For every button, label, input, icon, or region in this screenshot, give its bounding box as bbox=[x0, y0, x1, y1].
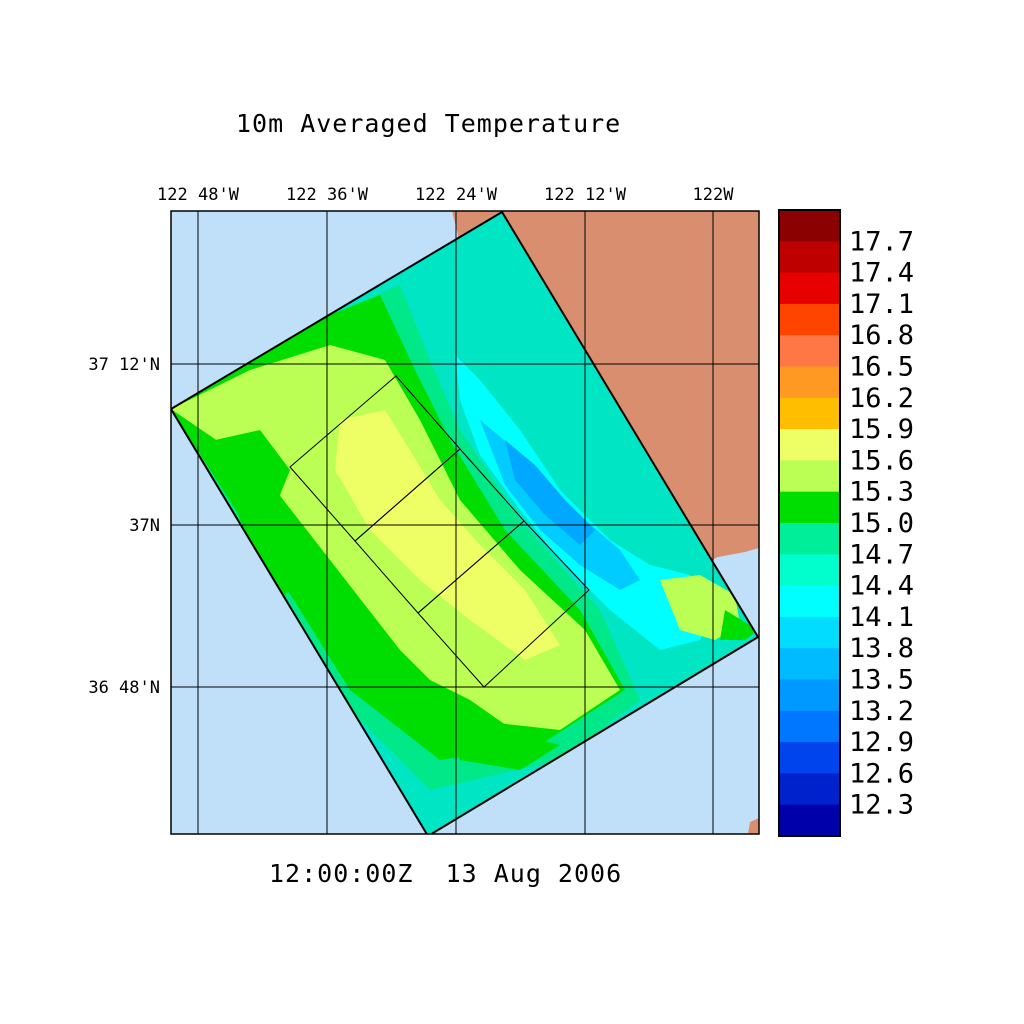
colorbar: 17.717.417.116.816.516.215.915.615.315.0… bbox=[778, 209, 914, 837]
colorbar-swatch bbox=[779, 710, 840, 743]
colorbar-swatch bbox=[779, 679, 840, 712]
colorbar-label: 12.3 bbox=[849, 790, 914, 821]
contour-band-15.3-east bbox=[660, 575, 740, 640]
contour-band-15.9 bbox=[335, 410, 560, 660]
latitude-axis-labels: 37 12'N 37N 36 48'N bbox=[88, 355, 160, 698]
lat-label: 36 48'N bbox=[88, 678, 160, 698]
nested-grid-outlines bbox=[289, 375, 590, 688]
timestamp-label: 12:00:00Z 13 Aug 2006 bbox=[269, 859, 622, 888]
colorbar-swatch bbox=[779, 397, 840, 430]
colorbar-swatch bbox=[779, 366, 840, 399]
lon-label: 122 24'W bbox=[415, 185, 498, 205]
colorbar-swatch bbox=[779, 460, 840, 493]
chart-title: 10m Averaged Temperature bbox=[236, 109, 621, 138]
domain-border bbox=[171, 211, 759, 834]
lon-label: 122 36'W bbox=[286, 185, 369, 205]
colorbar-swatch bbox=[779, 523, 840, 555]
colorbar-label: 16.2 bbox=[849, 383, 914, 414]
contour-band-15.0-east bbox=[720, 610, 758, 640]
colorbar-swatch bbox=[779, 210, 840, 242]
contour-band-14.1 bbox=[455, 355, 720, 650]
colorbar-label: 15.3 bbox=[849, 477, 914, 508]
colorbar-label: 12.6 bbox=[849, 758, 914, 789]
graticule bbox=[171, 211, 759, 834]
colorbar-swatch bbox=[779, 272, 840, 305]
colorbar-label: 16.5 bbox=[849, 352, 914, 383]
colorbar-swatch bbox=[779, 429, 840, 461]
model-domain bbox=[171, 212, 758, 834]
colorbar-swatch bbox=[779, 335, 840, 368]
colorbar-swatch bbox=[779, 491, 840, 524]
colorbar-label: 17.1 bbox=[849, 289, 914, 320]
colorbar-label: 15.9 bbox=[849, 414, 914, 445]
colorbar-label: 14.7 bbox=[849, 539, 914, 570]
map-panel bbox=[171, 211, 759, 834]
colorbar-label: 17.4 bbox=[849, 258, 914, 289]
colorbar-swatch bbox=[779, 742, 840, 774]
lon-label: 122 48'W bbox=[157, 185, 240, 205]
lon-label: 122 12'W bbox=[544, 185, 627, 205]
colorbar-swatch bbox=[779, 241, 840, 274]
contour-band-13.5 bbox=[505, 440, 595, 545]
longitude-axis-labels: 122 48'W 122 36'W 122 24'W 122 12'W 122W bbox=[157, 185, 734, 205]
contour-band-15.0-south bbox=[430, 680, 560, 770]
lon-label: 122W bbox=[693, 185, 735, 205]
colorbar-label: 13.2 bbox=[849, 696, 914, 727]
colorbar-label: 14.4 bbox=[849, 571, 914, 602]
colorbar-label: 17.7 bbox=[849, 226, 914, 257]
colorbar-label: 15.6 bbox=[849, 445, 914, 476]
nest-box-south bbox=[417, 520, 590, 688]
colorbar-swatch bbox=[779, 585, 840, 618]
colorbar-label: 12.9 bbox=[849, 727, 914, 758]
colorbar-label: 16.8 bbox=[849, 320, 914, 351]
land-southeast bbox=[748, 818, 759, 834]
colorbar-swatch bbox=[779, 554, 840, 587]
colorbar-label: 13.5 bbox=[849, 665, 914, 696]
lat-label: 37 12'N bbox=[88, 355, 160, 375]
colorbar-swatch bbox=[779, 616, 840, 649]
lat-label: 37N bbox=[129, 516, 160, 536]
colorbar-swatch bbox=[779, 804, 840, 837]
colorbar-label: 13.8 bbox=[849, 633, 914, 664]
colorbar-label: 15.0 bbox=[849, 508, 914, 539]
colorbar-border bbox=[778, 209, 841, 837]
contour-band-15.0-west bbox=[215, 430, 300, 600]
colorbar-swatch bbox=[779, 773, 840, 806]
colorbar-swatch bbox=[779, 648, 840, 681]
colorbar-label: 14.1 bbox=[849, 602, 914, 633]
map-frame bbox=[170, 210, 760, 835]
colorbar-swatch bbox=[779, 303, 840, 336]
